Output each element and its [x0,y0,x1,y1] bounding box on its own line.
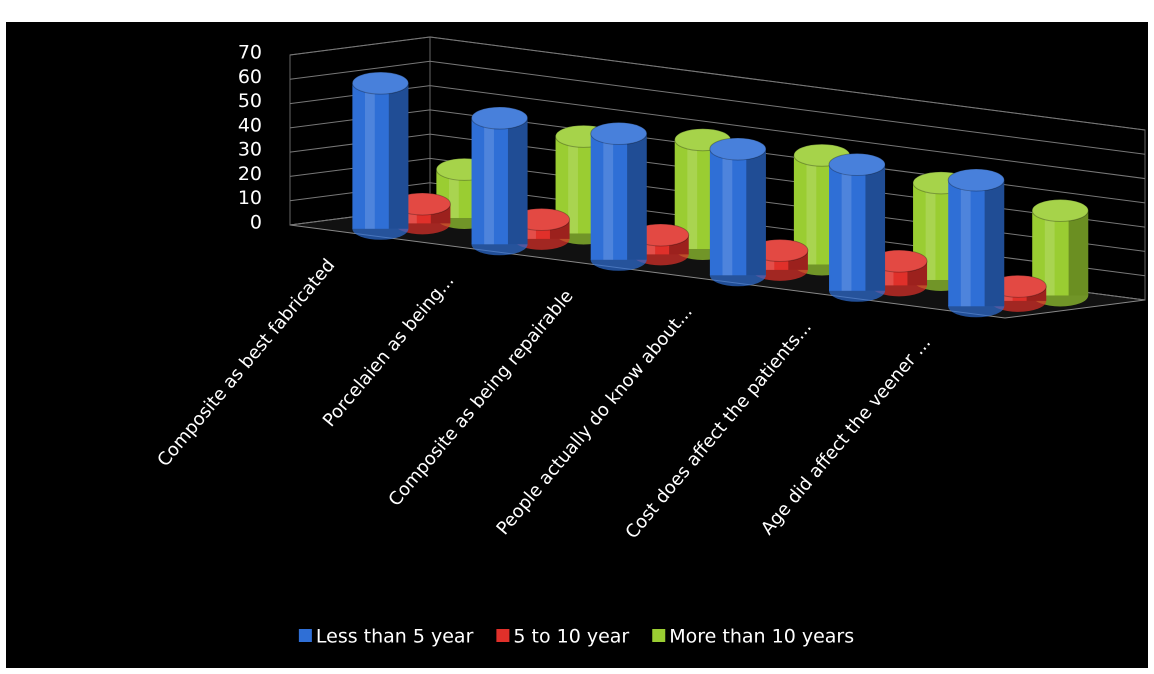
cylinder-shine [722,149,733,276]
cylinder [828,153,886,302]
grid-line [289,133,1146,228]
cylinder-top-light [352,72,409,95]
y-tick-label: 70 [238,42,262,64]
cylinder-top [471,106,529,130]
cylinder-shade [627,133,647,260]
cylinder-top-light [948,169,1005,192]
grid-line [289,109,1146,204]
y-tick-label: 50 [238,90,262,112]
cylinder-shade [984,180,1005,307]
cylinder [947,168,1005,318]
cylinder-shade [1068,210,1089,296]
cylinder [351,71,409,240]
legend-label: More than 10 years [669,626,854,648]
cylinder-body [948,180,1005,307]
grid-line [289,36,1146,131]
cylinder-top-light [590,122,647,145]
y-tick-label: 40 [238,114,262,136]
grid-line [289,182,1146,277]
cylinder-shine [1044,210,1055,296]
legend-label: Less than 5 year [316,626,474,648]
cylinder-top-light [829,153,886,176]
cylinder-body [709,149,766,276]
y-tick-label: 0 [250,212,262,234]
cylinder-shine [687,139,698,249]
cylinder [471,106,529,256]
cylinder [709,137,767,287]
grid-line [289,157,1146,252]
legend-swatch [652,629,666,642]
cylinder [590,122,648,271]
cylinder-shine [484,118,494,245]
y-tick-label: 20 [238,163,262,185]
cylinder-shade [746,149,766,276]
cylinder-shine [448,169,459,218]
y-tick-label: 30 [238,139,262,161]
legend: Less than 5 year 5 to 10 year More than 10… [298,626,854,648]
cylinder-top-light [1032,199,1089,222]
cylinder-shine [364,83,375,229]
grid-line [289,60,1146,155]
cylinder-top [351,71,409,95]
cylinder-shine [960,180,971,307]
cylinder-shine [883,261,894,286]
cylinder-top [1031,198,1089,222]
legend-swatch [496,629,510,642]
cylinder-shine [568,136,578,234]
legend-label: 5 to 10 year [513,626,629,648]
cylinder-top-light [471,107,528,130]
cylinder-shine [603,133,614,260]
cylinder-shade [865,164,886,291]
grid-line [289,85,1146,180]
cylinder-top-light [709,138,766,161]
cylinder-body [471,118,528,245]
cylinder-top [828,153,886,177]
cylinder-body [829,164,886,291]
cylinder-shine [841,164,852,291]
legend-swatch [298,629,312,642]
cylinder-top [709,137,767,161]
cylinder-shade [388,83,409,229]
cylinder-top [947,168,1005,192]
cylinder-shine [925,182,936,280]
cylinder-shine [806,155,817,265]
cylinder-top [590,122,648,146]
cylinder-body [352,83,409,229]
y-tick-label: 60 [238,66,262,88]
cylinder-body [590,133,647,260]
y-tick-label: 10 [238,187,262,209]
cylinder-shade [507,118,528,245]
